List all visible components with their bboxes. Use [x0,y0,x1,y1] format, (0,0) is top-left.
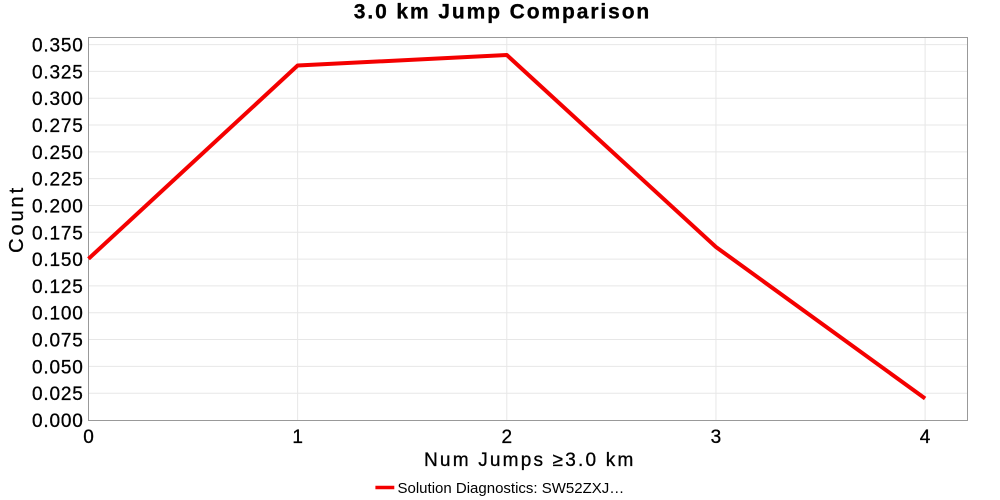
svg-text:Count: Count [6,185,28,253]
svg-text:0.300: 0.300 [32,89,84,110]
svg-text:1: 1 [292,427,303,448]
svg-text:Solution Diagnostics: SW52ZXJ…: Solution Diagnostics: SW52ZXJ… [398,480,625,497]
svg-text:0.150: 0.150 [32,250,84,271]
svg-text:0.050: 0.050 [32,357,84,378]
svg-text:0.125: 0.125 [32,277,84,298]
svg-text:4: 4 [920,427,931,448]
svg-text:0.325: 0.325 [32,62,84,83]
svg-text:0.350: 0.350 [32,36,84,57]
svg-text:2: 2 [502,427,513,448]
svg-text:3: 3 [711,427,722,448]
svg-text:3.0 km Jump Comparison: 3.0 km Jump Comparison [354,1,651,24]
svg-text:0.225: 0.225 [32,170,84,191]
svg-text:0.100: 0.100 [32,304,84,325]
svg-text:0.200: 0.200 [32,196,84,217]
svg-text:Num Jumps ≥3.0 km: Num Jumps ≥3.0 km [424,450,635,471]
svg-text:0.250: 0.250 [32,143,84,164]
svg-text:0.025: 0.025 [32,384,84,405]
svg-text:0.175: 0.175 [32,223,84,244]
svg-text:0.000: 0.000 [32,411,84,432]
svg-text:0.275: 0.275 [32,116,84,137]
svg-text:0: 0 [83,427,94,448]
svg-text:0.075: 0.075 [32,331,84,352]
